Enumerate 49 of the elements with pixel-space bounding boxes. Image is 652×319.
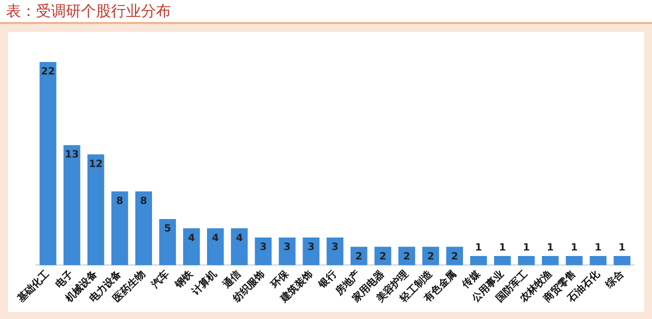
data-label: 8 — [140, 196, 148, 207]
bar — [494, 256, 511, 266]
bar — [542, 256, 559, 266]
data-label: 1 — [618, 242, 626, 254]
x-tick-label: 综合 — [602, 267, 627, 292]
data-label: 22 — [41, 66, 55, 78]
bar — [111, 191, 128, 266]
data-label: 1 — [498, 242, 506, 254]
bar — [183, 228, 200, 266]
data-label: 13 — [64, 150, 79, 161]
bar — [159, 219, 176, 266]
data-label: 8 — [116, 196, 124, 207]
bar — [278, 238, 296, 266]
data-label: 12 — [88, 158, 103, 170]
x-tick-label: 汽车 — [148, 268, 172, 292]
bar — [470, 256, 487, 266]
data-label: 1 — [546, 242, 554, 254]
bar — [590, 256, 606, 266]
bar — [518, 256, 535, 266]
data-label: 3 — [260, 242, 267, 254]
x-tick-label: 基础化工 — [14, 268, 52, 306]
data-label: 4 — [236, 232, 243, 244]
bar — [87, 154, 104, 266]
data-label: 2 — [379, 251, 386, 262]
data-label: 4 — [212, 232, 219, 244]
data-label: 2 — [427, 251, 434, 262]
data-label: 1 — [522, 242, 530, 254]
bar — [326, 238, 344, 266]
data-label: 5 — [164, 224, 172, 235]
data-label: 3 — [308, 242, 315, 254]
bar — [64, 145, 80, 266]
bar — [207, 228, 224, 266]
chart-title: 表：受调研个股行业分布 — [0, 0, 652, 24]
data-label: 1 — [570, 242, 578, 254]
data-label: 1 — [475, 242, 482, 254]
data-label: 4 — [188, 232, 195, 244]
bar — [254, 238, 272, 266]
bar — [302, 238, 320, 266]
data-label: 3 — [284, 242, 291, 254]
data-label: 2 — [451, 251, 458, 262]
data-label: 2 — [355, 251, 362, 262]
bar — [135, 191, 152, 266]
data-label: 1 — [594, 242, 602, 254]
bar — [614, 256, 630, 266]
bar — [230, 228, 248, 266]
bar — [566, 256, 583, 266]
bar — [40, 62, 56, 266]
data-label: 2 — [403, 251, 410, 262]
data-label: 3 — [332, 242, 339, 254]
